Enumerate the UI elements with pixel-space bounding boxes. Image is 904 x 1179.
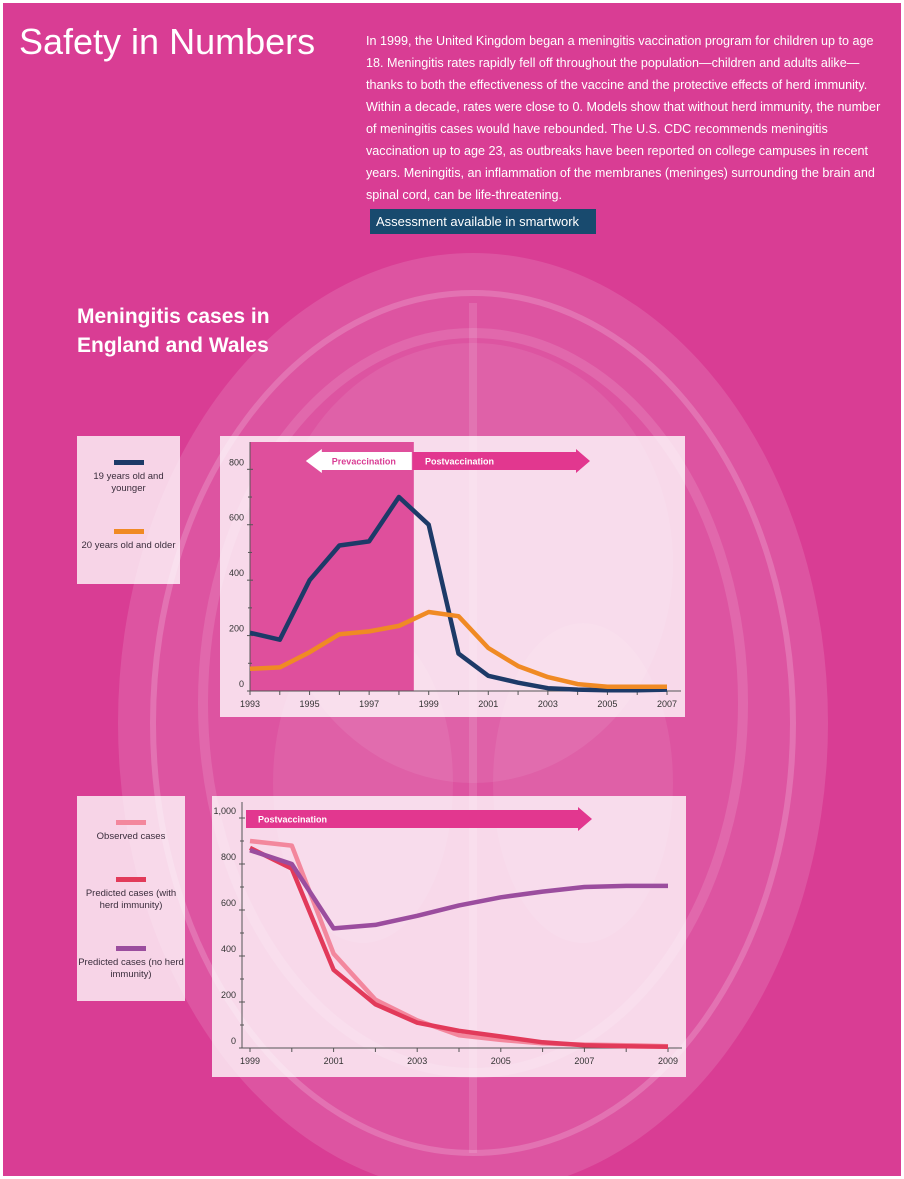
legend-swatch-observed (116, 820, 146, 825)
chart-panel-background (212, 796, 686, 1077)
series-line-0 (249, 494, 668, 693)
legend-swatch-herd (116, 877, 146, 882)
y-tick-label: 400 (229, 568, 244, 578)
legend-label-young: 19 years old and younger (93, 471, 164, 494)
chart-herd-immunity: 0 200 400 600 800 1,000 1999 2001 2003 2005 2007 20… (212, 796, 686, 1077)
legend-item-young: 19 years old and younger (77, 460, 180, 494)
legend-label-herd: Predicted cases (with herd immunity) (85, 888, 177, 911)
x-tick-label: 2007 (574, 1056, 594, 1066)
x-tick-label: 1999 (240, 1056, 260, 1066)
legend-item-herd: Predicted cases (with herd immunity) (77, 877, 185, 911)
chart-herd-immunity-svg: 0 200 400 600 800 1,000 1999 2001 2003 2005 2007 20… (212, 796, 686, 1077)
x-tick-label: 1997 (359, 699, 379, 709)
postvaccination-arrow (413, 449, 590, 473)
y-tick-label: 0 (239, 679, 244, 689)
y-tick-label: 600 (229, 513, 244, 523)
page-title: Safety in Numbers (19, 21, 316, 62)
legend-swatch-young (113, 460, 144, 465)
x-tick-label: 1993 (240, 699, 260, 709)
y-tick-label: 200 (229, 624, 244, 634)
x-tick-label: 2003 (538, 699, 558, 709)
x-tick-label: 2001 (478, 699, 498, 709)
legend-herd-immunity: Observed cases Predicted cases (with her… (77, 796, 185, 1001)
legend-item-observed: Observed cases (77, 820, 185, 843)
legend-label-older: 20 years old and older (81, 540, 176, 551)
y-tick-label: 400 (221, 944, 236, 954)
chart-age-groups: 0 200 400 600 800 1993 1995 1997 1999 2001 2003 200… (220, 436, 685, 717)
intro-text: In 1999, the United Kingdom began a meni… (366, 34, 881, 202)
x-tick-label: 2003 (407, 1056, 427, 1066)
legend-age-groups: 19 years old and younger 20 years old an… (77, 436, 180, 584)
y-tick-label: 200 (221, 990, 236, 1000)
x-tick-label: 2009 (658, 1056, 678, 1066)
legend-label-observed: Observed cases (96, 831, 166, 842)
prevaccination-arrow (305, 449, 412, 473)
chart-heading: Meningitis cases in England and Wales (77, 305, 270, 357)
postvaccination-arrow (246, 807, 592, 831)
x-tick-label: 2007 (657, 699, 677, 709)
legend-item-older: 20 years old and older (77, 529, 180, 552)
series-line-1 (249, 845, 669, 1050)
y-tick-label: 1,000 (213, 806, 236, 816)
legend-label-no-herd: Predicted cases (no herd immunity) (78, 957, 184, 980)
page: Safety in Numbers In 1999, the United Ki… (3, 3, 901, 1176)
x-tick-label: 2001 (324, 1056, 344, 1066)
legend-swatch-no-herd (116, 946, 146, 951)
chart-age-groups-svg: 0 200 400 600 800 1993 1995 1997 1999 2001 2003 200… (220, 436, 685, 717)
series-line-1 (249, 609, 667, 690)
postvaccination-label: Postvaccination (425, 457, 494, 467)
series-line-2 (249, 848, 668, 931)
y-tick-label: 0 (231, 1036, 236, 1046)
postvaccination-label: Postvaccination (258, 815, 327, 825)
y-tick-label: 800 (229, 457, 244, 467)
x-tick-label: 1999 (419, 699, 439, 709)
legend-swatch-older (113, 529, 144, 534)
x-tick-label: 2005 (597, 699, 617, 709)
assessment-button[interactable]: Assessment available in smartwork (370, 209, 596, 234)
y-tick-label: 600 (221, 898, 236, 908)
y-tick-label: 800 (221, 852, 236, 862)
x-tick-label: 1995 (300, 699, 320, 709)
x-tick-label: 2005 (491, 1056, 511, 1066)
prevaccination-region (250, 442, 414, 691)
legend-item-no-herd: Predicted cases (no herd immunity) (77, 946, 185, 980)
prevaccination-label: Prevaccination (332, 457, 396, 467)
